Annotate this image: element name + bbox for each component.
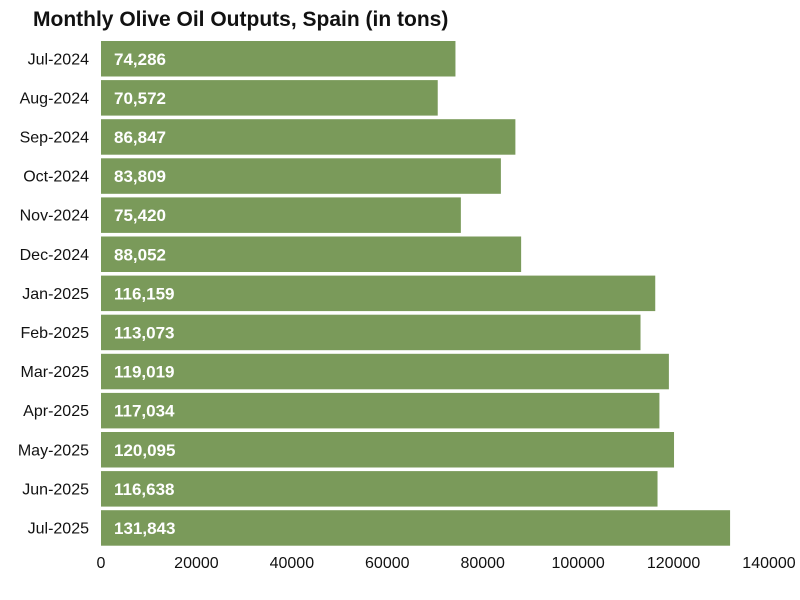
category-label: Dec-2024 [20, 247, 89, 264]
data-label: 131,843 [114, 519, 175, 538]
category-label: Sep-2024 [20, 129, 89, 146]
category-label: May-2025 [18, 442, 89, 459]
x-tick-label: 140000 [742, 555, 795, 572]
x-tick-label: 40000 [270, 555, 315, 572]
bar-jun-2025 [101, 471, 658, 507]
bar-jul-2024 [101, 41, 456, 77]
bar-jul-2025 [101, 510, 731, 546]
bar-apr-2025 [101, 392, 660, 429]
data-label: 113,073 [114, 323, 175, 342]
data-label: 117,034 [114, 402, 175, 421]
category-label: Jun-2025 [22, 481, 89, 498]
bar-mar-2025 [101, 353, 669, 390]
category-label: Feb-2025 [21, 325, 90, 342]
data-label: 75,420 [114, 206, 166, 225]
category-label: Jul-2025 [28, 520, 89, 537]
x-tick-label: 0 [97, 555, 106, 572]
data-label: 88,052 [114, 245, 166, 264]
category-label: Apr-2025 [23, 403, 89, 420]
chart-title: Monthly Olive Oil Outputs, Spain (in ton… [33, 8, 449, 31]
bar-sep-2024 [101, 119, 516, 155]
category-label: Mar-2025 [21, 364, 90, 381]
category-label: Nov-2024 [20, 208, 89, 225]
x-tick-label: 120000 [647, 555, 700, 572]
category-label: Aug-2024 [20, 90, 89, 107]
data-label: 74,286 [114, 50, 166, 69]
data-label: 83,809 [114, 167, 166, 186]
x-tick-label: 80000 [460, 555, 505, 572]
category-label: Jan-2025 [22, 286, 89, 303]
bar-feb-2025 [101, 314, 641, 351]
bar-jan-2025 [101, 275, 656, 312]
bar-oct-2024 [101, 158, 501, 194]
data-label: 116,159 [114, 284, 175, 303]
data-label: 119,019 [114, 363, 175, 382]
category-label: Oct-2024 [23, 169, 89, 186]
category-label: Jul-2024 [28, 51, 89, 68]
data-label: 86,847 [114, 128, 166, 147]
data-label: 120,095 [114, 441, 175, 460]
x-tick-label: 20000 [174, 555, 219, 572]
bar-nov-2024 [101, 197, 461, 233]
bar-dec-2024 [101, 236, 522, 272]
data-label: 70,572 [114, 89, 166, 108]
x-tick-label: 60000 [365, 555, 410, 572]
bar-may-2025 [101, 432, 675, 468]
data-label: 116,638 [114, 480, 175, 499]
bar-aug-2024 [101, 80, 438, 116]
x-tick-label: 100000 [551, 555, 604, 572]
